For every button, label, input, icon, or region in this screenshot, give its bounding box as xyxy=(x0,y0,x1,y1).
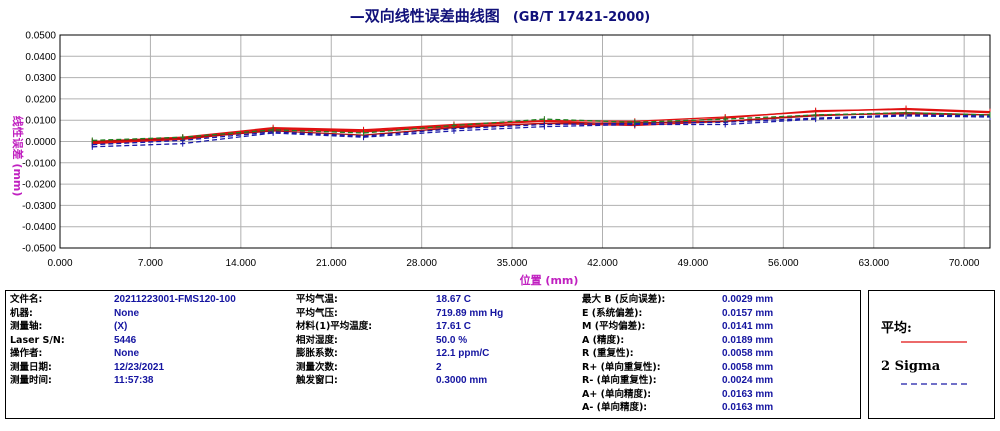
info-value: 0.0029 mm xyxy=(722,294,774,305)
plot-frame xyxy=(59,34,991,249)
info-label: 平均气温: xyxy=(296,294,338,305)
y-tick-labels: 0.0500 0.0400 0.0300 0.0200 0.0100 0.0000 -0.0… xyxy=(22,31,56,255)
legend-sigma-label: 2 Sigma xyxy=(881,359,941,374)
y-tick-label: 0.0300 xyxy=(25,73,56,84)
legend-panel: 平均: 2 Sigma xyxy=(868,290,995,419)
info-label: 膨胀系数: xyxy=(296,348,338,359)
info-value: None xyxy=(114,307,139,319)
info-value: 11:57:38 xyxy=(114,375,154,386)
x-tick-label: 0.000 xyxy=(47,258,72,269)
x-tick-label: 63.000 xyxy=(858,258,889,269)
info-label: 机器: xyxy=(10,307,33,319)
info-label: 操作者: xyxy=(10,348,43,359)
info-value: 5446 xyxy=(114,334,137,346)
info-value: (X) xyxy=(114,321,128,332)
info-label: 平均气压: xyxy=(296,307,338,319)
y-axis-label: 线性误差 (mm) xyxy=(11,116,25,197)
legend-mean-label: 平均: xyxy=(881,321,912,336)
x-tick-label: 21.000 xyxy=(316,258,347,269)
info-value: 2 xyxy=(436,361,442,373)
y-tick-label: 0.0000 xyxy=(25,137,56,148)
legend-swatches xyxy=(901,341,967,385)
y-tick-label: -0.0500 xyxy=(22,244,56,255)
series-line-7 xyxy=(92,112,991,142)
x-tick-label: 35.000 xyxy=(497,258,528,269)
info-value: 12/23/2021 xyxy=(114,361,165,373)
info-label: R- (单向重复性): xyxy=(582,375,657,386)
linearity-error-chart: —双向线性误差曲线图 (GB/T 17421-2000) 0.000 7.000 1… xyxy=(11,6,991,287)
y-tick-label: 0.0200 xyxy=(25,94,56,105)
info-value: 0.0141 mm xyxy=(722,321,774,332)
x-tick-label: 14.000 xyxy=(226,258,257,269)
info-label: 测量次数: xyxy=(296,361,338,373)
info-value: 18.67 C xyxy=(436,294,472,305)
chart-title-main: —双向线性误差曲线图 xyxy=(350,7,500,25)
info-label: 材料(1)平均温度: xyxy=(296,321,373,332)
info-label: A (精度): xyxy=(582,334,625,346)
x-tick-label: 28.000 xyxy=(406,258,437,269)
info-value: 719.89 mm Hg xyxy=(436,307,504,319)
info-label: 相对湿度: xyxy=(296,334,338,346)
info-label: 测量轴: xyxy=(10,321,43,332)
info-label: 最大 B (反向误差): xyxy=(582,294,666,305)
info-label: M (平均偏差): xyxy=(582,321,646,332)
info-value: 12.1 ppm/C xyxy=(436,348,490,359)
info-label: 文件名: xyxy=(10,294,43,305)
y-tick-label: -0.0400 xyxy=(22,222,56,233)
x-tick-labels: 0.000 7.000 14.000 21.000 28.000 35.000 42.000… xyxy=(47,258,979,269)
series-line-6 xyxy=(92,114,991,146)
chart-title: —双向线性误差曲线图 (GB/T 17421-2000) xyxy=(350,6,651,25)
info-value: 0.0058 mm xyxy=(722,361,774,373)
x-tick-label: 42.000 xyxy=(587,258,618,269)
x-tick-label: 7.000 xyxy=(138,258,163,269)
chart-title-standard: (GB/T 17421-2000) xyxy=(513,10,650,25)
y-tick-label: -0.0100 xyxy=(22,158,56,169)
info-value: 50.0 % xyxy=(436,334,468,346)
info-label: Laser S/N: xyxy=(10,334,65,346)
x-tick-label: 49.000 xyxy=(678,258,709,269)
y-tick-label: 0.0100 xyxy=(25,116,56,127)
series-layer xyxy=(91,105,991,150)
y-tick-label: 0.0400 xyxy=(25,52,56,63)
info-value: 20211223001-FMS120-100 xyxy=(114,294,236,305)
info-value: 0.0163 mm xyxy=(722,388,774,400)
info-value: 0.3000 mm xyxy=(436,375,488,386)
info-label: E (系统偏差): xyxy=(582,307,643,319)
y-tick-label: -0.0300 xyxy=(22,201,56,212)
info-value: 17.61 C xyxy=(436,321,472,332)
info-label: 测量日期: xyxy=(10,361,52,373)
info-value: None xyxy=(114,348,139,359)
info-label: 测量时间: xyxy=(10,375,52,386)
x-tick-label: 56.000 xyxy=(768,258,799,269)
info-label: R (重复性): xyxy=(582,348,634,359)
measurement-info-panel: 文件名: 20211223001-FMS120-100 机器: None 测量轴: (X)… xyxy=(5,290,861,419)
info-value: 0.0024 mm xyxy=(722,375,774,386)
series-line-5 xyxy=(92,115,991,148)
y-tick-label: -0.0200 xyxy=(22,180,56,191)
info-label: 触发窗口: xyxy=(296,375,338,386)
info-value: 0.0157 mm xyxy=(722,307,774,319)
info-label: A+ (单向精度): xyxy=(582,388,652,400)
y-tick-label: 0.0500 xyxy=(25,31,56,42)
info-value: 0.0163 mm xyxy=(722,402,774,413)
info-label: R+ (单向重复性): xyxy=(582,361,661,373)
info-label: A- (单向精度): xyxy=(582,402,648,413)
x-tick-label: 70.000 xyxy=(949,258,980,269)
info-value: 0.0189 mm xyxy=(722,334,774,346)
x-axis-label: 位置 (mm) xyxy=(520,273,579,287)
info-value: 0.0058 mm xyxy=(722,348,774,359)
